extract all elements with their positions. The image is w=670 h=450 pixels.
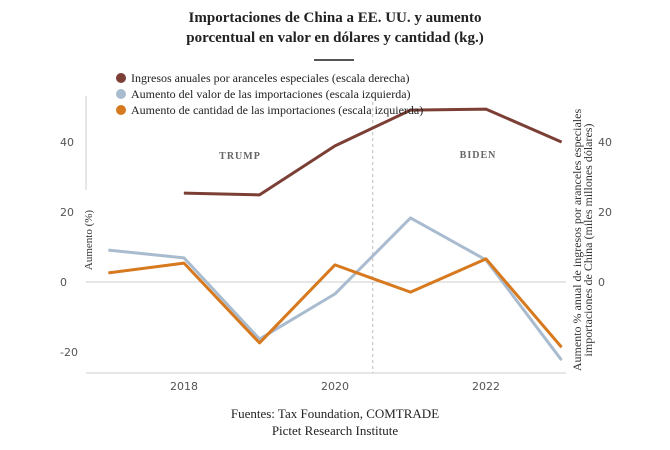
series-line-0 xyxy=(183,107,563,197)
data-point-2 xyxy=(259,342,260,344)
chart-title-line1: Importaciones de China a EE. UU. y aumen… xyxy=(188,10,482,26)
data-point-1 xyxy=(410,217,411,219)
data-point-2 xyxy=(485,258,487,260)
legend-marker-0 xyxy=(116,73,126,83)
y-tick-left: 40 xyxy=(60,136,74,149)
x-tick: 2020 xyxy=(321,380,349,393)
data-point-1 xyxy=(334,293,336,295)
legend-label-2: Aumento de cantidad de las importaciones… xyxy=(131,103,423,117)
annotation-biden: BIDEN xyxy=(460,150,497,161)
data-point-2 xyxy=(334,264,336,266)
data-point-2 xyxy=(561,346,562,348)
legend-marker-2 xyxy=(116,105,126,115)
legend-label-0: Ingresos anuales por aranceles especiale… xyxy=(131,71,410,85)
annotation-trump: TRUMP xyxy=(219,151,261,162)
data-point-0 xyxy=(334,145,336,147)
data-point-0 xyxy=(485,108,487,110)
data-point-2 xyxy=(183,262,185,264)
data-point-1 xyxy=(561,359,562,361)
x-tick: 2022 xyxy=(472,380,500,393)
y-tick-right: 40 xyxy=(598,136,612,149)
y-tick-right: 0 xyxy=(598,276,605,289)
source-line1: Fuentes: Tax Foundation, COMTRADE xyxy=(230,406,440,421)
data-point-1 xyxy=(183,257,185,259)
data-point-2 xyxy=(410,291,411,293)
y-axis-label-right-line1: Aumento % anual de ingresos por arancele… xyxy=(570,109,584,372)
x-tick: 2018 xyxy=(170,380,198,393)
y-tick-left: 20 xyxy=(60,206,74,219)
legend-marker-1 xyxy=(116,89,126,99)
title-underline xyxy=(314,59,354,61)
data-point-0 xyxy=(183,192,185,194)
chart-title-line2: porcentual en valor en dólares y cantida… xyxy=(186,30,484,46)
data-point-0 xyxy=(259,194,260,196)
y-tick-left: -20 xyxy=(60,346,78,359)
data-point-0 xyxy=(410,109,411,111)
source-line2: Pictet Research Institute xyxy=(271,423,399,438)
y-axis-label-left: Aumento (%) xyxy=(83,210,95,271)
y-axis-label-right-line2: importaciones de China (miles millones d… xyxy=(581,124,595,357)
y-tick-left: 0 xyxy=(60,276,67,289)
data-point-0 xyxy=(561,141,562,143)
data-point-1 xyxy=(259,338,260,340)
series-line-1 xyxy=(108,216,563,361)
data-point-2 xyxy=(108,272,109,274)
legend-label-1: Aumento del valor de las importaciones (… xyxy=(131,87,411,101)
y-tick-right: 20 xyxy=(598,206,612,219)
data-point-1 xyxy=(108,249,109,251)
